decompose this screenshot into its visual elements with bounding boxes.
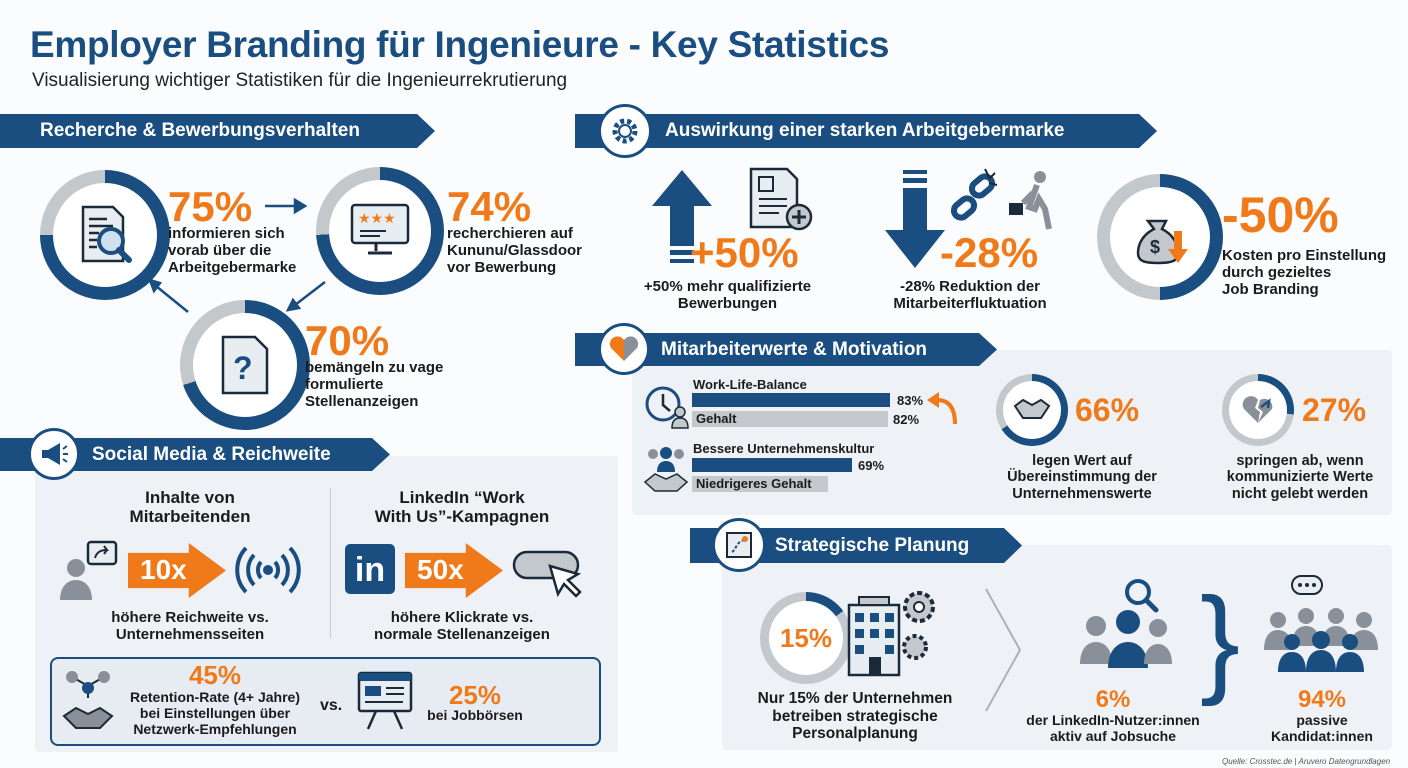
page-subtitle: Visualisierung wichtiger Statistiken für… [32, 70, 568, 91]
stat-value: 74% [447, 183, 532, 230]
job-board-icon [357, 671, 413, 730]
social-right-description: höhere Klickrate vs. normale Stellenanzei… [374, 609, 550, 643]
arrow-up-icon [652, 170, 712, 263]
building-gears-icon [847, 591, 935, 677]
curved-arrow-icon [927, 392, 957, 425]
divider [330, 488, 331, 638]
stat-value: 66% [1075, 392, 1140, 428]
strategy-map-icon [712, 518, 766, 572]
click-button-icon [512, 550, 582, 598]
ring-66 [996, 374, 1068, 446]
section-title: Social Media & Reichweite [92, 443, 331, 465]
page-title: Employer Branding für Ingenieure - Key S… [30, 24, 890, 65]
section-title: Strategische Planung [775, 534, 970, 556]
bar-label: Work-Life-Balance [693, 377, 807, 392]
jobboard-value: 25% [448, 680, 502, 710]
svg-text:?: ? [233, 350, 253, 386]
versus-label: vs. [320, 697, 343, 714]
social-left-heading: Inhalte von Mitarbeitenden [129, 488, 251, 527]
section-title: Recherche & Bewerbungsverhalten [40, 120, 360, 141]
network-handshake-icon [62, 671, 114, 729]
crowd-chat-icon [1264, 575, 1378, 672]
document-search-icon [81, 205, 132, 263]
ring-15: 15% [760, 592, 852, 684]
jobboard-description: bei Jobbörsen [427, 707, 523, 723]
stat-value: 70% [305, 317, 390, 364]
stat-description: Nur 15% der Unternehmen betreiben strateg… [757, 690, 953, 742]
chevron-divider [985, 588, 1022, 712]
rating-monitor-icon: ★★★ [350, 203, 410, 255]
stat-value: 10x [140, 554, 187, 585]
section-title: Mitarbeiterwerte & Motivation [661, 338, 928, 360]
ring-50: $ [1097, 174, 1223, 300]
bar-value: 83% [897, 393, 924, 408]
stat-description: -28% Reduktion der Mitarbeiterfluktuation [893, 278, 1047, 312]
bar-niedrigeres-gehalt: Niedrigeres Gehalt [692, 476, 828, 492]
stat-description: Kosten pro Einstellung durch gezieltes Job… [1222, 247, 1387, 298]
stat-value: 94% [1297, 686, 1347, 713]
person-share-icon [60, 540, 118, 600]
team-handshake-icon [643, 447, 689, 492]
social-left-description: höhere Reichweite vs. Unternehmensseiten [111, 609, 269, 643]
stat-value: -50% [1222, 187, 1339, 243]
stat-value: -28% [940, 229, 1039, 276]
ring-27 [1222, 374, 1294, 446]
brace-divider: } [1200, 573, 1241, 707]
svg-text:$: $ [1150, 237, 1160, 257]
handshake-icon [1013, 398, 1051, 419]
stat-description: springen ab, wenn kommunizierte Werte nich… [1226, 453, 1374, 502]
bar-gehalt: Gehalt [692, 411, 888, 427]
stat-description: der LinkedIn-Nutzer:innen aktiv auf Jobsu… [1026, 712, 1200, 744]
stat-description: informieren sich vorab über die Arbeitgebe… [168, 225, 297, 276]
svg-text:★★★: ★★★ [358, 210, 396, 226]
section-title: Auswirkung einer starken Arbeitgebermark… [665, 120, 1065, 141]
megaphone-icon [28, 428, 80, 480]
ring-70: ? [180, 300, 310, 430]
section-banner-impact: Auswirkung einer starken Arbeitgebermark… [575, 114, 1157, 148]
arrow-down-icon [885, 170, 945, 268]
broadcast-icon [235, 546, 301, 594]
retention-value: 45% [188, 660, 242, 690]
source-note: Quelle: Crosstec.de | Aruvero Datengrund… [1222, 757, 1391, 766]
stat-value: 75% [168, 183, 253, 230]
ring-74: ★★★ [316, 167, 444, 295]
social-right-heading: LinkedIn “Work With Us”-Kampagnen [374, 488, 550, 527]
retention-box [50, 657, 601, 746]
money-bag-down-icon: $ [1136, 219, 1188, 265]
bar-work-life-balance [692, 393, 890, 407]
stat-value: +50% [690, 229, 799, 276]
application-document-icon [749, 167, 813, 231]
linkedin-logo-icon: in [345, 544, 395, 594]
heart-brain-icon [598, 323, 650, 375]
bar-label: Bessere Unternehmenskultur [693, 441, 875, 456]
clock-person-icon [645, 386, 689, 429]
stat-description: recherchieren auf Kununu/Glassdoor vor Bew… [447, 225, 582, 276]
stat-value: 15% [779, 623, 833, 653]
stat-value: 6% [1095, 686, 1131, 713]
stat-description: +50% mehr qualifizierte Bewerbungen [643, 278, 812, 312]
section-banner-research: Recherche & Bewerbungsverhalten [0, 114, 435, 148]
ring-75 [40, 170, 170, 300]
bar-unternehmenskultur [692, 458, 852, 472]
bar-value: 69% [858, 458, 885, 473]
gear-icon [598, 104, 652, 158]
stat-description: legen Wert auf Übereinstimmung der Unterne… [1007, 453, 1157, 502]
stat-description: passive Kandidat:innen [1271, 712, 1373, 744]
bar-value: 82% [893, 412, 920, 427]
flow-arrows [147, 197, 326, 313]
people-search-icon [1080, 579, 1172, 668]
stat-value: 50x [417, 554, 464, 585]
question-document-icon: ? [221, 335, 269, 395]
stat-value: 27% [1302, 392, 1367, 428]
broken-chain-leaving-person-icon [950, 168, 1052, 230]
broken-heart-icon [1242, 396, 1273, 423]
retention-description: Retention-Rate (4+ Jahre) bei Einstellung… [130, 689, 300, 737]
stat-description: bemängeln zu vage formulierte Stellenanzei… [305, 359, 444, 410]
